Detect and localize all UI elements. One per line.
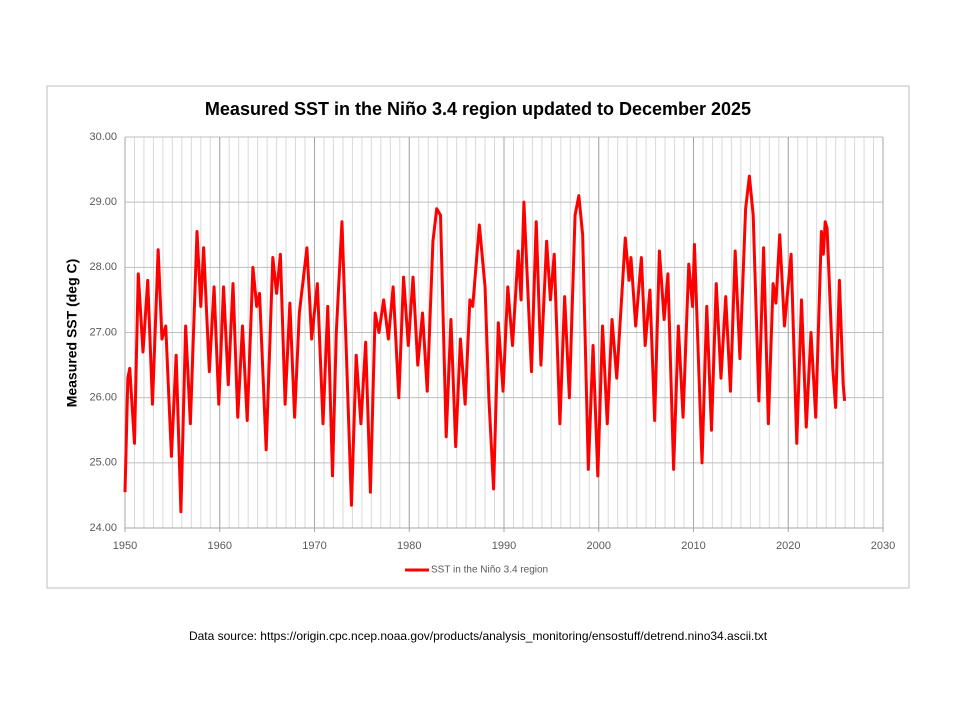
x-tick-label: 2010 (681, 540, 705, 552)
x-tick-label: 1990 (492, 540, 516, 552)
x-tick-label: 2000 (587, 540, 611, 552)
y-tick-label: 28.00 (89, 261, 117, 273)
data-line (123, 174, 847, 514)
y-tick-label: 27.00 (89, 326, 117, 338)
x-tick-label: 2030 (871, 540, 895, 552)
x-tick-label: 1980 (397, 540, 421, 552)
x-tick-label: 2020 (776, 540, 800, 552)
x-tick-label: 1960 (208, 540, 232, 552)
legend-label: SST in the Niño 3.4 region (431, 565, 548, 576)
y-tick-label: 26.00 (89, 392, 117, 404)
y-tick-label: 30.00 (89, 131, 117, 143)
x-tick-label: 1970 (302, 540, 326, 552)
y-tick-label: 25.00 (89, 457, 117, 469)
chart-title: Measured SST in the Niño 3.4 region upda… (205, 99, 751, 119)
y-tick-label: 24.00 (89, 522, 117, 534)
source-note: Data source: https://origin.cpc.ncep.noa… (189, 629, 768, 643)
chart-frame (46, 85, 910, 589)
y-tick-label: 29.00 (89, 196, 117, 208)
y-axis-label: Measured SST (deg C) (64, 259, 80, 408)
x-tick-label: 1950 (113, 540, 137, 552)
